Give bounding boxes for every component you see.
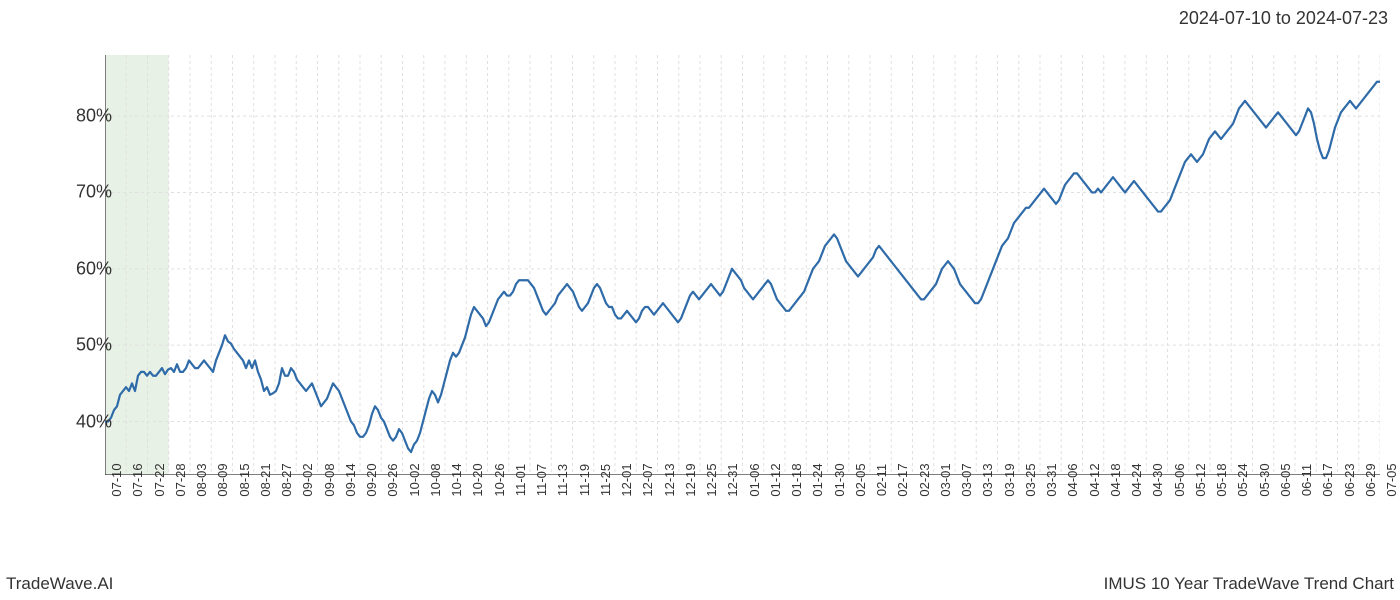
x-axis-tick-label: 09-02 xyxy=(300,463,315,496)
x-axis-tick-label: 06-11 xyxy=(1299,464,1314,496)
x-axis-tick-label: 02-17 xyxy=(895,463,910,496)
x-axis-tick-label: 12-07 xyxy=(640,463,655,496)
x-axis-tick-label: 04-18 xyxy=(1108,463,1123,496)
x-axis-tick-label: 01-12 xyxy=(768,463,783,496)
x-axis-tick-label: 09-08 xyxy=(322,463,337,496)
brand-label: TradeWave.AI xyxy=(6,574,113,594)
x-axis-tick-label: 11-25 xyxy=(598,464,613,496)
x-axis-tick-label: 07-05 xyxy=(1384,463,1399,496)
x-axis-tick-label: 11-01 xyxy=(513,464,528,496)
x-axis-tick-label: 12-13 xyxy=(662,463,677,496)
x-axis-tick-label: 01-24 xyxy=(810,463,825,496)
x-axis-tick-label: 04-24 xyxy=(1129,463,1144,496)
x-axis-tick-label: 12-31 xyxy=(725,463,740,496)
chart-title-label: IMUS 10 Year TradeWave Trend Chart xyxy=(1104,574,1394,594)
chart-svg xyxy=(105,55,1380,475)
x-axis-tick-label: 03-07 xyxy=(959,463,974,496)
x-axis-tick-label: 03-19 xyxy=(1002,463,1017,496)
x-axis-tick-label: 04-30 xyxy=(1150,463,1165,496)
x-axis-tick-label: 08-09 xyxy=(215,463,230,496)
date-range-label: 2024-07-10 to 2024-07-23 xyxy=(1179,8,1388,29)
x-axis-tick-label: 10-26 xyxy=(492,463,507,496)
x-axis-tick-label: 04-06 xyxy=(1065,463,1080,496)
x-axis-tick-label: 02-05 xyxy=(853,463,868,496)
x-axis-tick-label: 03-25 xyxy=(1023,463,1038,496)
x-axis-tick-label: 09-26 xyxy=(385,463,400,496)
x-axis-tick-label: 11-07 xyxy=(534,464,549,496)
x-axis-tick-label: 06-05 xyxy=(1278,463,1293,496)
y-axis-tick-label: 70% xyxy=(52,182,112,203)
x-axis-tick-label: 05-24 xyxy=(1235,463,1250,496)
x-axis-tick-label: 05-06 xyxy=(1172,463,1187,496)
x-axis-tick-label: 07-22 xyxy=(152,463,167,496)
x-axis-tick-label: 11-13 xyxy=(555,464,570,496)
x-axis-tick-label: 06-23 xyxy=(1342,463,1357,496)
x-axis-tick-label: 10-14 xyxy=(449,463,464,496)
x-axis-tick-label: 12-25 xyxy=(704,463,719,496)
x-axis-tick-label: 08-15 xyxy=(237,463,252,496)
x-axis-tick-label: 10-08 xyxy=(428,463,443,496)
x-axis-tick-label: 12-01 xyxy=(619,463,634,496)
x-axis-tick-label: 01-06 xyxy=(747,463,762,496)
x-axis-tick-label: 01-18 xyxy=(789,463,804,496)
x-axis-tick-label: 08-21 xyxy=(258,463,273,496)
x-axis-tick-label: 02-11 xyxy=(874,464,889,496)
x-axis-tick-label: 07-28 xyxy=(173,463,188,496)
x-axis-tick-label: 08-27 xyxy=(279,463,294,496)
x-axis-tick-label: 11-19 xyxy=(577,464,592,496)
x-axis-tick-label: 10-02 xyxy=(407,463,422,496)
x-axis-tick-label: 03-13 xyxy=(980,463,995,496)
x-axis-tick-label: 05-18 xyxy=(1214,463,1229,496)
x-axis-tick-label: 03-31 xyxy=(1044,463,1059,496)
x-axis-tick-label: 03-01 xyxy=(938,463,953,496)
x-axis-tick-label: 04-12 xyxy=(1087,463,1102,496)
y-axis-tick-label: 60% xyxy=(52,258,112,279)
x-axis-tick-label: 09-14 xyxy=(343,463,358,496)
trend-chart xyxy=(105,55,1380,475)
x-axis-tick-label: 06-17 xyxy=(1320,463,1335,496)
x-axis-tick-label: 01-30 xyxy=(832,463,847,496)
x-axis-tick-label: 07-16 xyxy=(130,463,145,496)
x-axis-tick-label: 09-20 xyxy=(364,463,379,496)
y-axis-tick-label: 80% xyxy=(52,106,112,127)
x-axis-tick-label: 02-23 xyxy=(917,463,932,496)
x-axis-tick-label: 08-03 xyxy=(194,463,209,496)
x-axis-tick-label: 10-20 xyxy=(470,463,485,496)
x-axis-tick-label: 06-29 xyxy=(1363,463,1378,496)
y-axis-tick-label: 40% xyxy=(52,411,112,432)
x-axis-tick-label: 05-12 xyxy=(1193,463,1208,496)
x-axis-tick-label: 05-30 xyxy=(1257,463,1272,496)
x-axis-tick-label: 12-19 xyxy=(683,463,698,496)
y-axis-tick-label: 50% xyxy=(52,335,112,356)
x-axis-tick-label: 07-10 xyxy=(109,463,124,496)
